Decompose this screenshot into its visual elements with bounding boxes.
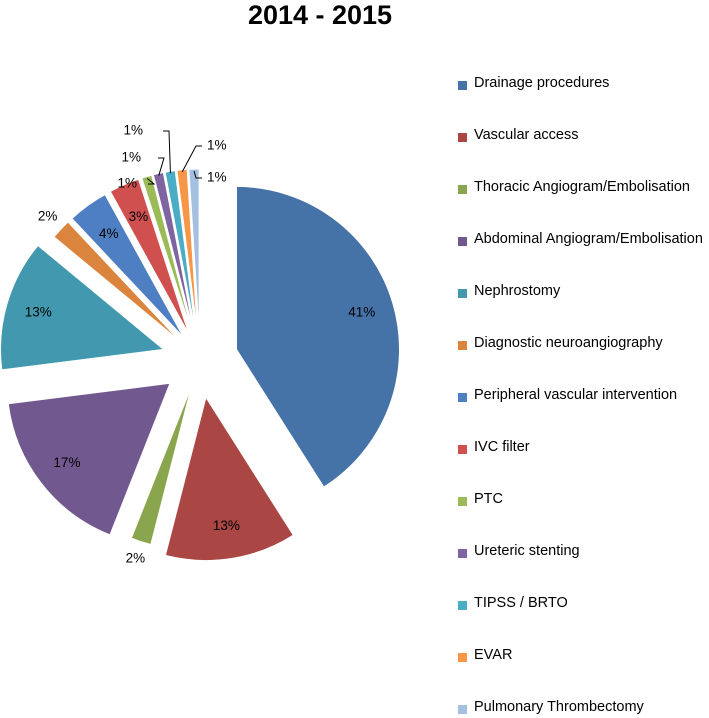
legend-label: Diagnostic neuroangiography [474, 335, 663, 351]
leader-line-9 [158, 157, 165, 176]
pie-slice-5 [53, 221, 180, 342]
chart-title: 2014 - 2015 [247, 0, 393, 30]
legend-swatch [458, 133, 467, 142]
legend-label: Thoracic Angiogram/Embolisation [474, 179, 690, 195]
pie-slice-6 [71, 193, 184, 338]
slice-label-5: 2% [38, 208, 58, 223]
pie-slice-8 [141, 174, 193, 334]
legend-swatch [458, 445, 467, 454]
legend-swatch [458, 185, 467, 194]
leader-line-12 [193, 170, 202, 179]
legend-swatch [458, 341, 467, 350]
pie-slice-9 [152, 171, 195, 333]
pie-slice-3 [7, 382, 171, 536]
slice-label-0: 41% [348, 305, 375, 320]
legend-swatch [458, 705, 467, 714]
legend-swatch [458, 601, 467, 610]
legend-label: IVC filter [474, 439, 530, 455]
leader-line-10 [163, 130, 171, 174]
legend-swatch [458, 393, 467, 402]
legend-label: Nephrostomy [474, 283, 561, 299]
pie-slice-1 [164, 396, 294, 562]
legend-label: Vascular access [474, 127, 579, 143]
legend-swatch [458, 81, 467, 90]
legend-label: Ureteric stenting [474, 543, 580, 559]
pie-slice-12 [188, 168, 200, 333]
leader-line-11 [181, 145, 202, 173]
legend-label: Abdominal Angiogram/Embolisation [474, 231, 703, 247]
slice-label-10: 1% [123, 123, 143, 138]
legend-label: Peripheral vascular intervention [474, 387, 678, 403]
pie-slice-0 [235, 185, 400, 488]
slice-label-2: 2% [126, 550, 146, 565]
slice-label-11: 1% [207, 138, 227, 153]
legend-swatch [458, 237, 467, 246]
slice-label-3: 17% [53, 455, 80, 470]
slice-label-12: 1% [207, 170, 227, 185]
legend-label: Drainage procedures [474, 75, 610, 91]
slice-label-8: 1% [117, 176, 137, 191]
legend-swatch [458, 653, 467, 662]
legend-swatch [458, 497, 467, 506]
slice-label-1: 13% [213, 518, 240, 533]
legend-swatch [458, 549, 467, 558]
pie-slice-4 [0, 244, 165, 371]
legend-label: PTC [474, 491, 503, 507]
legend-label: EVAR [474, 647, 513, 663]
pie-slice-7 [109, 178, 190, 335]
slice-label-6: 4% [99, 226, 119, 241]
slice-label-4: 13% [25, 305, 52, 320]
legend-label: Pulmonary Thrombectomy [474, 699, 644, 715]
pie-slice-11 [176, 168, 198, 333]
leader-line-8 [146, 178, 156, 185]
legend-label: TIPSS / BRTO [474, 595, 568, 611]
legend-swatch [458, 289, 467, 298]
pie-slice-2 [130, 386, 192, 546]
slice-label-7: 3% [129, 209, 149, 224]
slice-label-9: 1% [121, 150, 141, 165]
